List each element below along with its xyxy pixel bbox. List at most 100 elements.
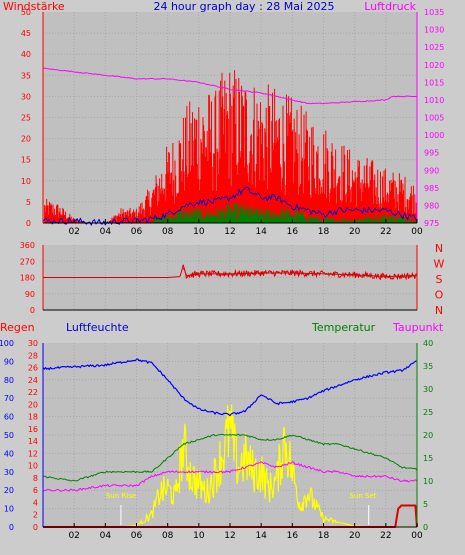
humidity-x-tick-label: 22 (380, 531, 391, 541)
wind-avg-line (42, 186, 418, 226)
wind-x-tick-label: 04 (100, 227, 112, 237)
rain-y-label: 4 (33, 498, 38, 507)
temperature-y-label: 5 (423, 500, 428, 509)
direction-y-label: 180 (20, 274, 35, 283)
humidity-y-label: 100 (0, 339, 14, 348)
pressure-y-label: 990 (424, 166, 439, 175)
wind-y-label: 0 (26, 219, 31, 228)
humidity-x-tick-label: 16 (287, 531, 299, 541)
regen-label: Regen (0, 321, 35, 334)
humidity-x-tick-label: 06 (131, 531, 143, 541)
wind-y-label: 20 (21, 135, 31, 144)
humidity-y-label: 90 (4, 357, 14, 366)
pressure-y-label: 1015 (424, 78, 444, 87)
rain-y-label: 2 (33, 511, 38, 520)
direction-y-label: 270 (20, 257, 35, 266)
wind-x-tick-label: 12 (224, 227, 235, 237)
wind-x-tick-label: 14 (255, 227, 267, 237)
rain-y-label: 6 (33, 486, 38, 495)
rain-y-label: 16 (28, 425, 38, 434)
humidity-y-label: 60 (4, 413, 14, 422)
wind-y-label: 10 (21, 177, 31, 186)
wind-x-tick-label: 10 (193, 227, 205, 237)
pressure-y-label: 975 (424, 219, 439, 228)
pressure-y-label: 1020 (424, 61, 444, 70)
pressure-y-label: 1035 (424, 8, 444, 17)
pressure-y-label: 1010 (424, 96, 444, 105)
rain-y-label: 14 (28, 437, 38, 446)
temperatur-label: Temperatur (311, 321, 376, 334)
pressure-line (42, 67, 418, 105)
pressure-y-label: 1025 (424, 43, 444, 52)
humidity-y-label: 80 (4, 376, 14, 385)
pressure-y-label: 1000 (424, 131, 444, 140)
compass-label: W (434, 258, 445, 271)
humidity-y-label: 40 (4, 449, 14, 458)
humidity-x-tick-label: 10 (193, 531, 205, 541)
humidity-x-tick-label: 04 (100, 531, 112, 541)
luftdruck-label: Luftdruck (364, 0, 416, 13)
chart-title: 24 hour graph day : 28 Mai 2025 (153, 0, 334, 13)
temperature-y-label: 35 (423, 362, 433, 371)
rain-y-label: 30 (28, 339, 38, 348)
humidity-y-label: 10 (4, 505, 14, 514)
wind-x-tick-label: 06 (131, 227, 143, 237)
humidity-x-tick-label: 02 (68, 531, 79, 541)
humidity-y-label: 30 (4, 468, 14, 477)
compass-label: S (436, 273, 443, 286)
wind-x-tick-label: 16 (287, 227, 299, 237)
compass-label: N (435, 304, 443, 317)
temperature-y-label: 0 (423, 523, 428, 532)
pressure-y-label: 995 (424, 149, 439, 158)
wind-y-label: 5 (26, 198, 31, 207)
humidity-y-label: 0 (9, 523, 14, 532)
sunrise-label: Sun Rise (106, 492, 136, 500)
wind-y-label: 15 (21, 156, 31, 165)
taupunkt-label: Taupunkt (392, 321, 444, 334)
rain-y-label: 24 (28, 376, 38, 385)
humidity-line (42, 358, 418, 417)
rain-y-label: 12 (28, 449, 38, 458)
direction-y-label: 360 (20, 241, 35, 250)
luftfeuchte-label: Luftfeuchte (66, 321, 129, 334)
humidity-x-tick-label: 18 (318, 531, 330, 541)
rain-y-label: 18 (28, 413, 38, 422)
humidity-y-label: 70 (4, 394, 14, 403)
wind-y-label: 35 (21, 71, 31, 80)
dewpoint-line (42, 461, 418, 492)
pressure-y-label: 980 (424, 201, 439, 210)
temperature-y-label: 40 (423, 339, 433, 348)
rain-y-label: 8 (33, 474, 38, 483)
rain-y-label: 10 (28, 462, 38, 471)
humidity-x-tick-label: 00 (411, 531, 423, 541)
humidity-x-tick-label: 20 (349, 531, 361, 541)
temperature-y-label: 30 (423, 385, 433, 394)
humidity-y-label: 20 (4, 486, 14, 495)
wind-y-label: 40 (21, 50, 31, 59)
temperature-line (42, 433, 418, 482)
humidity-x-tick-label: 14 (255, 531, 267, 541)
rain-y-label: 20 (28, 400, 38, 409)
humidity-x-tick-label: 12 (224, 531, 235, 541)
temperature-y-label: 15 (423, 454, 433, 463)
temperature-y-label: 25 (423, 408, 433, 417)
direction-y-label: 90 (25, 290, 35, 299)
pressure-y-label: 985 (424, 184, 439, 193)
wind-x-tick-label: 02 (68, 227, 79, 237)
wind-x-tick-label: 08 (162, 227, 174, 237)
sunset-label: Sun Set (349, 492, 376, 500)
temperature-y-label: 10 (423, 477, 433, 486)
pressure-y-label: 1030 (424, 26, 444, 35)
compass-label: O (435, 289, 444, 302)
wind-y-label: 45 (21, 29, 31, 38)
direction-noise-line (182, 267, 417, 281)
direction-y-label: 0 (30, 306, 35, 315)
pressure-y-label: 1005 (424, 114, 444, 123)
rain-y-label: 26 (28, 364, 38, 373)
wind-x-tick-label: 22 (380, 227, 391, 237)
wind-y-label: 25 (21, 114, 31, 123)
compass-label: N (435, 242, 443, 255)
